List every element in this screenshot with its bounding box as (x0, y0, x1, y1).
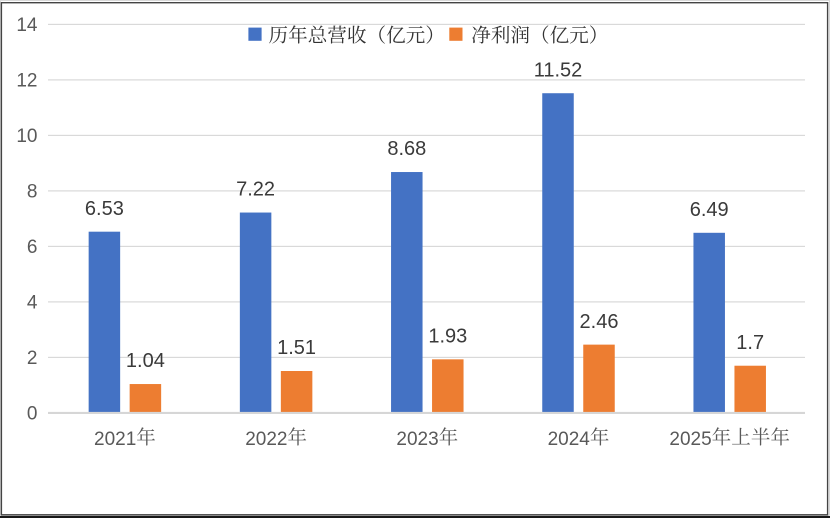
svg-text:2024: 2024 (548, 429, 591, 450)
svg-text:1.51: 1.51 (277, 337, 316, 359)
svg-text:2: 2 (27, 348, 38, 369)
svg-text:1.93: 1.93 (428, 326, 467, 348)
svg-text:8: 8 (27, 182, 38, 203)
svg-text:2025: 2025 (669, 429, 711, 450)
svg-text:4: 4 (27, 293, 38, 314)
svg-text:14: 14 (16, 15, 38, 36)
svg-text:12: 12 (16, 71, 37, 92)
svg-text:1.04: 1.04 (126, 350, 165, 372)
svg-text:6: 6 (27, 237, 38, 258)
svg-text:8.68: 8.68 (387, 138, 426, 160)
svg-text:7.22: 7.22 (236, 179, 275, 201)
svg-text:2023: 2023 (396, 429, 438, 450)
svg-text:6.53: 6.53 (85, 198, 124, 220)
svg-text:6.49: 6.49 (690, 199, 729, 221)
svg-text:1.7: 1.7 (736, 332, 764, 354)
svg-text:0: 0 (27, 404, 38, 425)
svg-text:2021: 2021 (94, 429, 136, 450)
svg-text:2.46: 2.46 (580, 311, 619, 333)
svg-text:11.52: 11.52 (534, 59, 583, 81)
svg-text:2022: 2022 (245, 429, 287, 450)
svg-text:10: 10 (16, 126, 37, 147)
